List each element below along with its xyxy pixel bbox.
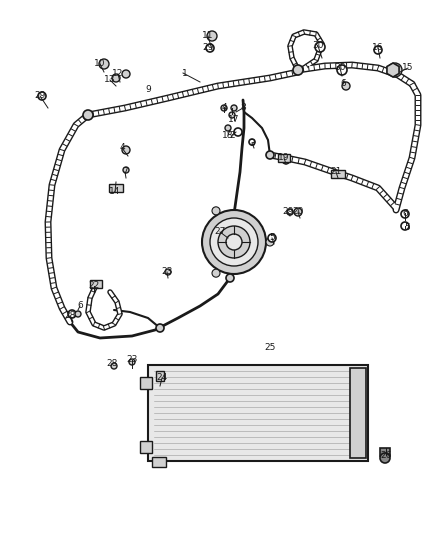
Circle shape <box>122 146 130 154</box>
Bar <box>331 170 345 178</box>
Text: 6: 6 <box>77 302 83 311</box>
Circle shape <box>226 234 242 250</box>
Text: 29: 29 <box>202 43 214 52</box>
Circle shape <box>266 238 274 246</box>
Circle shape <box>218 226 250 258</box>
Circle shape <box>68 310 76 318</box>
Circle shape <box>111 363 117 369</box>
Circle shape <box>83 110 93 120</box>
Text: 28: 28 <box>64 311 76 320</box>
Text: 23: 23 <box>161 268 173 277</box>
Circle shape <box>210 218 258 266</box>
Text: 23: 23 <box>126 356 138 365</box>
Text: 16: 16 <box>372 44 384 52</box>
Circle shape <box>229 112 235 118</box>
Bar <box>148 365 368 461</box>
Text: 3: 3 <box>249 139 255 148</box>
Circle shape <box>112 74 120 82</box>
Text: 12: 12 <box>112 69 124 78</box>
Text: 29: 29 <box>283 207 294 216</box>
Circle shape <box>207 31 217 41</box>
Circle shape <box>374 46 382 54</box>
Circle shape <box>202 210 266 274</box>
Text: 11: 11 <box>202 31 214 41</box>
Bar <box>90 280 102 288</box>
Circle shape <box>212 207 220 215</box>
Text: 7: 7 <box>122 167 128 176</box>
Circle shape <box>287 209 293 215</box>
Text: 1: 1 <box>182 69 188 77</box>
Polygon shape <box>387 63 399 77</box>
Text: 25: 25 <box>264 343 276 352</box>
Bar <box>350 368 366 458</box>
Text: 29: 29 <box>34 92 46 101</box>
Circle shape <box>294 208 302 216</box>
Text: 13: 13 <box>104 76 116 85</box>
Circle shape <box>129 359 135 365</box>
Circle shape <box>156 324 164 332</box>
Circle shape <box>212 269 220 277</box>
Circle shape <box>123 167 129 173</box>
Text: 8: 8 <box>240 103 246 112</box>
Circle shape <box>388 63 402 77</box>
Text: 28: 28 <box>106 359 118 368</box>
Circle shape <box>38 92 46 100</box>
Text: 10: 10 <box>94 60 106 69</box>
Text: 4: 4 <box>221 102 227 111</box>
Text: 30: 30 <box>312 42 324 51</box>
Text: 17: 17 <box>228 116 240 125</box>
Bar <box>152 457 166 467</box>
Text: 4: 4 <box>119 143 125 152</box>
Text: 27: 27 <box>214 228 226 237</box>
Circle shape <box>99 59 109 69</box>
Text: 5: 5 <box>404 223 410 232</box>
Text: 26: 26 <box>380 450 392 459</box>
Text: 5: 5 <box>269 233 275 243</box>
Bar <box>140 441 152 453</box>
Bar <box>380 448 390 456</box>
Bar <box>156 371 164 381</box>
Circle shape <box>401 222 409 230</box>
Text: 2: 2 <box>229 131 235 140</box>
Text: 14: 14 <box>110 188 121 197</box>
Circle shape <box>266 151 274 159</box>
Circle shape <box>165 269 171 275</box>
Circle shape <box>206 44 214 52</box>
Circle shape <box>342 82 350 90</box>
Circle shape <box>75 311 81 317</box>
Text: 19: 19 <box>278 154 290 163</box>
Circle shape <box>293 65 303 75</box>
Bar <box>140 377 152 389</box>
Text: 9: 9 <box>145 85 151 94</box>
Bar <box>109 184 123 192</box>
Text: 15: 15 <box>402 63 414 72</box>
Text: 22: 22 <box>88 281 99 290</box>
Circle shape <box>231 105 237 111</box>
Text: 24: 24 <box>156 374 168 383</box>
Text: 18: 18 <box>222 131 234 140</box>
Circle shape <box>225 125 231 131</box>
Circle shape <box>337 65 347 75</box>
Circle shape <box>226 274 234 282</box>
Text: 20: 20 <box>292 207 304 216</box>
Text: 6: 6 <box>402 208 408 217</box>
Circle shape <box>122 70 130 78</box>
Circle shape <box>401 210 409 218</box>
Text: 6: 6 <box>340 79 346 88</box>
Circle shape <box>221 105 227 111</box>
Text: 30: 30 <box>334 63 346 72</box>
Circle shape <box>234 128 242 136</box>
Circle shape <box>380 453 390 463</box>
Text: 21: 21 <box>330 167 342 176</box>
Circle shape <box>315 42 325 52</box>
Bar <box>278 154 290 162</box>
Circle shape <box>268 234 276 242</box>
Circle shape <box>249 139 255 145</box>
Circle shape <box>282 156 290 164</box>
